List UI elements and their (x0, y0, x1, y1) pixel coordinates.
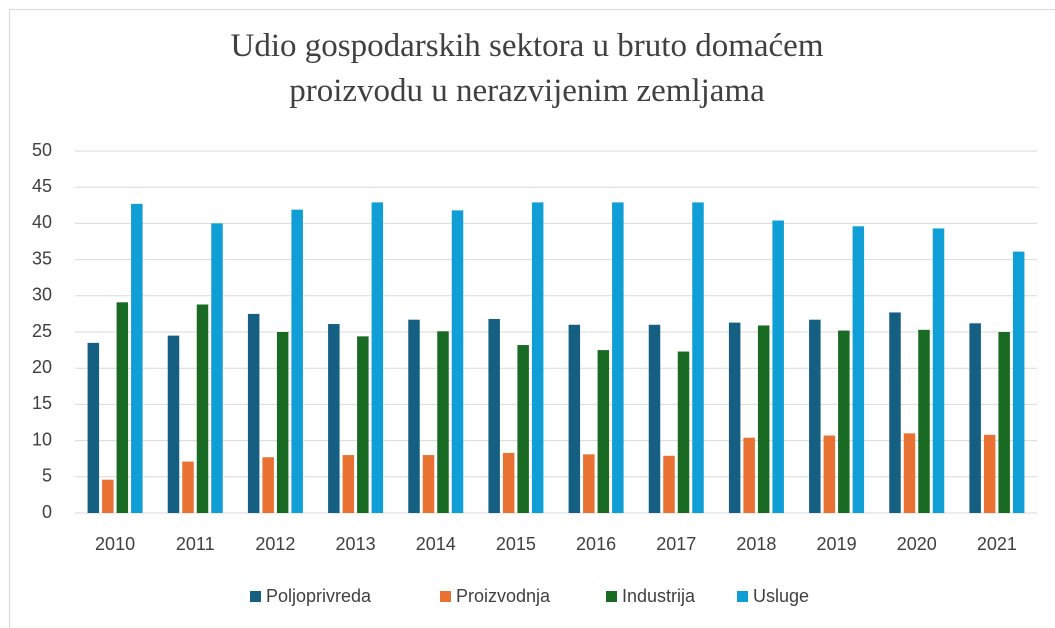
y-tick-label: 35 (32, 248, 52, 268)
bar (932, 228, 945, 513)
bar (451, 210, 464, 514)
bar (328, 324, 340, 513)
bar (408, 319, 420, 513)
bar (772, 220, 784, 513)
y-tick-label: 50 (32, 140, 52, 160)
x-tick-label: 2018 (736, 534, 776, 554)
bar (889, 312, 901, 513)
x-tick-label: 2016 (576, 534, 616, 554)
bar (583, 454, 595, 513)
bar (969, 323, 981, 513)
bar (728, 322, 741, 513)
bar (102, 479, 114, 513)
legend-swatch (440, 591, 451, 602)
bar (342, 455, 355, 513)
legend-label: Poljoprivreda (266, 586, 372, 606)
bar (903, 433, 916, 513)
bar (517, 345, 529, 513)
bar (211, 223, 223, 513)
bar (167, 335, 180, 513)
x-tick-label: 2012 (255, 534, 295, 554)
bar (437, 331, 449, 513)
bar (116, 302, 129, 513)
bar (422, 455, 435, 513)
bar (1012, 251, 1025, 514)
x-tick-label: 2017 (656, 534, 696, 554)
x-tick-label: 2021 (977, 534, 1017, 554)
y-tick-label: 30 (32, 285, 52, 305)
bar (488, 318, 500, 513)
legend-swatch (737, 591, 748, 602)
chart-title: Udio gospodarskih sektora u bruto domaće… (230, 28, 824, 109)
x-tick-label: 2019 (817, 534, 857, 554)
bar (823, 435, 836, 513)
bar (918, 329, 930, 513)
x-tick-label: 2014 (416, 534, 456, 554)
y-tick-label: 5 (42, 466, 52, 486)
legend-swatch (250, 591, 261, 602)
bar (371, 202, 384, 514)
x-tick-label: 2010 (95, 534, 135, 554)
bar (531, 202, 544, 514)
bar (663, 455, 675, 513)
bar (743, 437, 755, 513)
bar (568, 324, 581, 513)
bar (852, 226, 865, 513)
y-tick-label: 25 (32, 321, 52, 341)
legend-label: Industrija (622, 586, 696, 606)
x-tick-label: 2015 (496, 534, 536, 554)
bar (757, 325, 770, 513)
chart-border (9, 9, 1055, 628)
y-tick-label: 10 (32, 429, 52, 449)
bar (247, 313, 260, 513)
legend-label: Usluge (753, 586, 809, 606)
bar (502, 452, 515, 513)
bar (838, 330, 850, 513)
legend-swatch (606, 591, 617, 602)
bar (597, 350, 610, 513)
y-tick-label: 0 (42, 502, 52, 522)
legend-label: Proizvodnja (456, 586, 551, 606)
bar (196, 304, 209, 513)
bar (182, 461, 194, 513)
bar (648, 324, 661, 513)
bar (809, 319, 821, 513)
bar (612, 202, 624, 514)
x-tick-label: 2011 (176, 534, 215, 554)
bar (262, 457, 274, 513)
y-tick-label: 45 (32, 176, 52, 196)
x-tick-label: 2013 (336, 534, 376, 554)
bar (983, 434, 996, 513)
bar (357, 336, 369, 513)
bar (998, 332, 1010, 513)
bar (692, 202, 704, 514)
bar (677, 351, 690, 513)
y-tick-label: 15 (32, 393, 52, 413)
bar (291, 209, 303, 514)
x-tick-label: 2020 (897, 534, 937, 554)
bar (87, 342, 100, 513)
y-tick-label: 40 (32, 212, 52, 232)
y-tick-label: 20 (32, 357, 52, 377)
bar (276, 332, 289, 513)
bar (131, 203, 143, 514)
